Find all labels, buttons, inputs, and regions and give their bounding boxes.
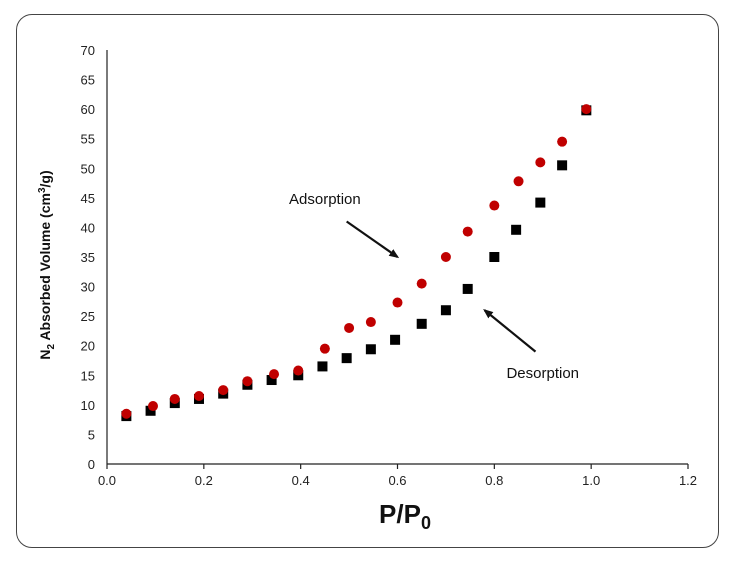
adsorption-point: [416, 278, 427, 289]
y-tick-label: 10: [81, 398, 95, 413]
y-tick-label: 40: [81, 220, 95, 235]
x-tick-label: 0.8: [485, 473, 503, 488]
adsorption-point: [319, 343, 330, 354]
adsorption-arrow: [346, 220, 400, 259]
adsorption-point: [242, 376, 253, 387]
desorption-point: [390, 334, 401, 345]
x-tick-labels: 0.0 0.2 0.4 0.6 0.8 1.0 1.2: [98, 464, 697, 488]
y-tick-label: 30: [81, 280, 95, 295]
y-tick-label: 50: [81, 161, 95, 176]
annotations: Adsorption Desorption: [289, 191, 579, 382]
desorption-point: [440, 305, 451, 316]
adsorption-point: [513, 176, 524, 187]
y-tick-label: 35: [81, 250, 95, 265]
x-axis-label: P/P0: [379, 499, 431, 533]
adsorption-point: [169, 393, 180, 404]
data-points: [121, 104, 592, 422]
adsorption-point: [462, 226, 473, 237]
x-tick-label: 1.2: [679, 473, 697, 488]
desorption-point: [557, 160, 568, 171]
adsorption-point: [392, 297, 403, 308]
x-tick-label: 0.6: [388, 473, 406, 488]
desorption-point: [341, 353, 352, 364]
y-tick-label: 65: [81, 73, 95, 88]
desorption-arrow: [483, 308, 537, 353]
desorption-point: [511, 224, 522, 235]
adsorption-annotation-label: Adsorption: [289, 191, 361, 208]
desorption-point: [145, 405, 156, 416]
adsorption-point: [147, 401, 158, 412]
y-tick-label: 60: [81, 102, 95, 117]
adsorption-point: [535, 157, 546, 168]
adsorption-point: [557, 136, 568, 147]
desorption-point: [489, 252, 500, 262]
desorption-point: [266, 375, 277, 386]
desorption-point: [365, 344, 376, 355]
desorption-annotation-label: Desorption: [506, 365, 579, 382]
y-tick-label: 70: [81, 43, 95, 58]
y-tick-label: 55: [81, 132, 95, 147]
chart-frame: [16, 14, 719, 548]
y-tick-label: 45: [81, 191, 95, 206]
desorption-point: [317, 361, 328, 372]
y-tick-label: 5: [88, 427, 95, 442]
x-tick-label: 0.4: [292, 473, 310, 488]
y-tick-label: 15: [81, 368, 95, 383]
y-tick-label: 0: [88, 457, 95, 472]
adsorption-point: [193, 390, 204, 401]
adsorption-point: [269, 369, 280, 380]
x-tick-label: 0.0: [98, 473, 116, 488]
adsorption-point: [121, 408, 132, 419]
adsorption-point: [365, 317, 376, 328]
desorption-point: [535, 197, 546, 208]
y-axis-label: N2 Absorbed Volume (cm3/g): [37, 170, 57, 359]
adsorption-point: [489, 200, 500, 211]
desorption-point: [462, 283, 473, 294]
adsorption-point: [581, 104, 592, 115]
adsorption-point: [293, 365, 304, 376]
desorption-point: [416, 318, 427, 329]
x-tick-label: 0.2: [195, 473, 213, 488]
x-tick-label: 1.0: [582, 473, 600, 488]
adsorption-point: [440, 252, 451, 262]
y-tick-labels: 0 5 10 15 20 25 30 35 40 45 50 55 60 65 70: [81, 43, 95, 472]
adsorption-point: [344, 322, 355, 333]
y-tick-label: 25: [81, 309, 95, 324]
adsorption-point: [218, 385, 229, 396]
y-tick-label: 20: [81, 339, 95, 354]
